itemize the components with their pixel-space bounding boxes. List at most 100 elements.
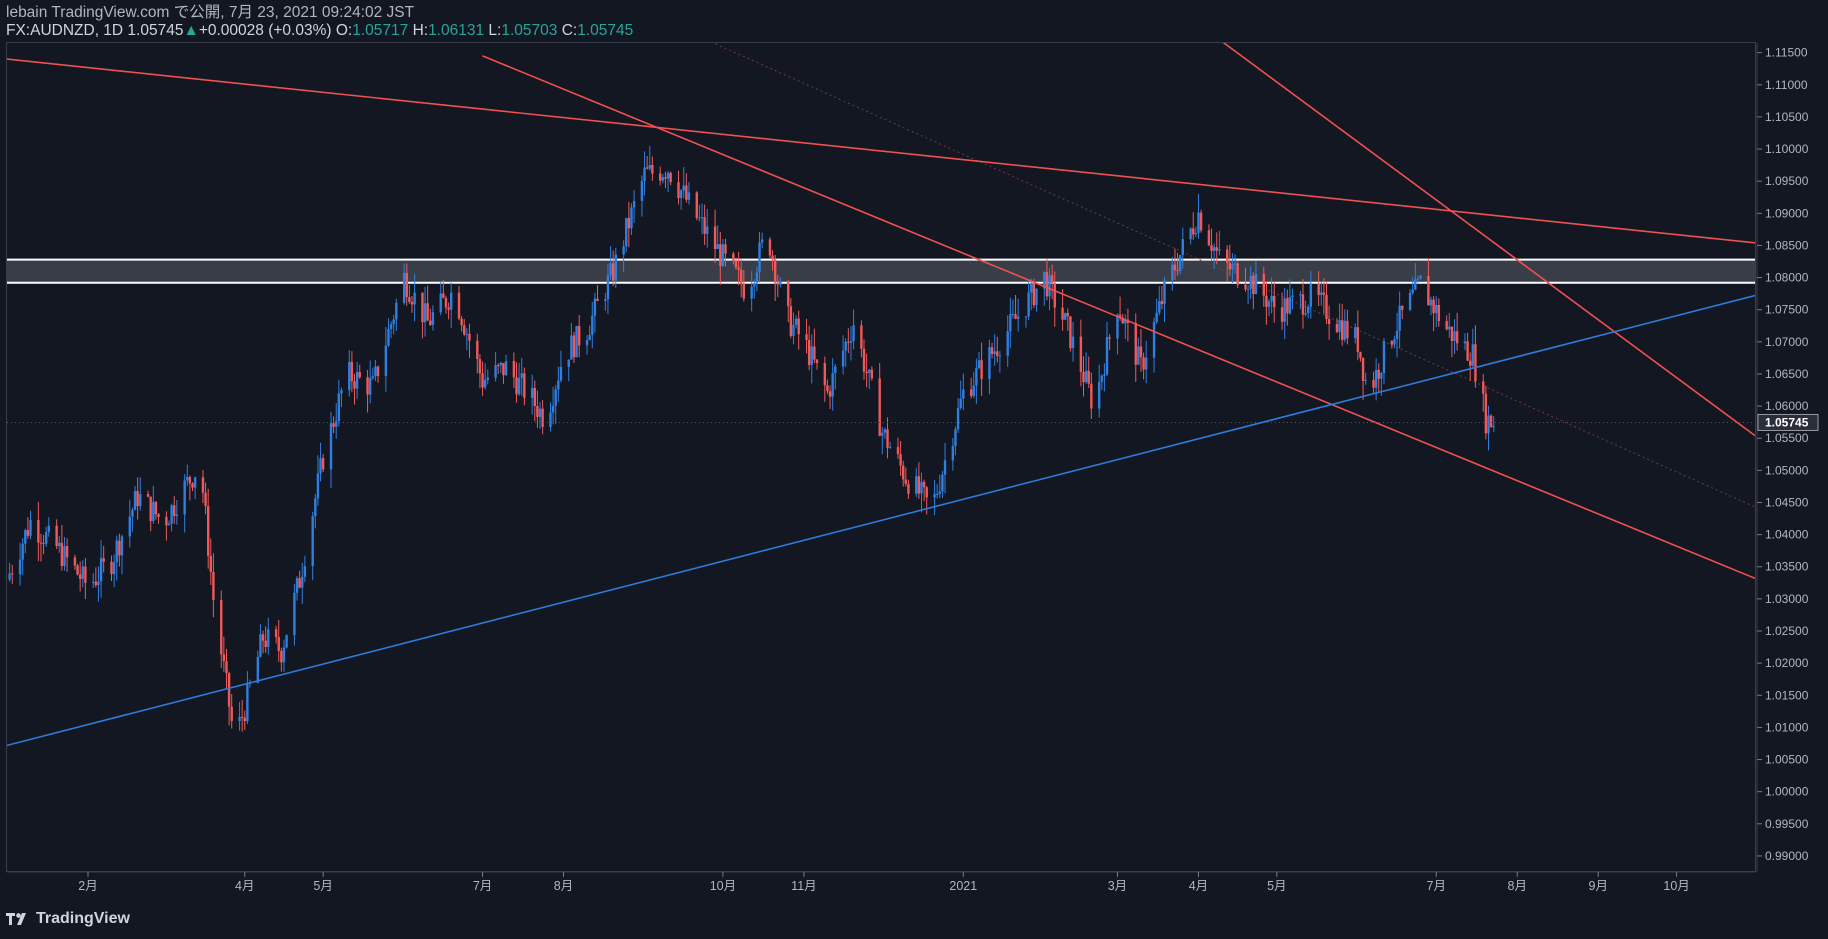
- tradingview-footer[interactable]: TradingView: [6, 910, 130, 928]
- candle-body: [956, 408, 960, 430]
- candle-body: [193, 477, 197, 488]
- candle-body: [719, 244, 722, 266]
- candle-body: [481, 373, 484, 388]
- candle-body: [640, 180, 644, 201]
- candle-body: [389, 324, 393, 329]
- candle-body: [220, 600, 223, 655]
- candle-body: [1030, 283, 1033, 293]
- candle-body: [1082, 371, 1085, 383]
- candle-body: [92, 581, 95, 583]
- candle-body: [408, 297, 411, 302]
- candle-body: [724, 244, 727, 254]
- price-tick-label: 1.06000: [1765, 399, 1809, 413]
- candle-body: [520, 373, 523, 378]
- candle-body: [758, 242, 761, 273]
- candle-body: [1118, 314, 1122, 318]
- candle-body: [862, 348, 866, 372]
- candle-body: [81, 566, 84, 579]
- candle-body: [65, 546, 69, 558]
- candle-body: [1325, 294, 1328, 320]
- candle-body: [63, 546, 66, 567]
- candle-body: [295, 578, 299, 593]
- time-tick-label: 3月: [1108, 879, 1127, 893]
- candle-body: [1463, 341, 1467, 344]
- candle-body: [1427, 275, 1430, 306]
- candle-body: [47, 525, 51, 533]
- candle-body: [609, 263, 612, 276]
- candle-body: [24, 530, 27, 544]
- candle-body: [1453, 331, 1456, 341]
- candle-body: [753, 283, 756, 287]
- price-chart[interactable]: 0.99000 0.99500 1.00000 1.00500 1.01000 1.015…: [0, 0, 1828, 900]
- price-tick-label: 1.08500: [1765, 238, 1809, 252]
- candle-body: [1212, 247, 1216, 251]
- candle-body: [1487, 415, 1490, 434]
- candle-body: [604, 299, 607, 302]
- candle-body: [998, 355, 1002, 357]
- candle-body: [225, 661, 228, 674]
- candle-body: [421, 292, 424, 323]
- candle-body: [797, 318, 800, 335]
- candle-body: [392, 319, 395, 325]
- price-tick-label: 1.03500: [1765, 560, 1809, 574]
- candle-body: [1087, 370, 1090, 384]
- candle-body: [405, 272, 408, 298]
- candle-body: [742, 284, 746, 299]
- candle-body: [938, 491, 941, 494]
- price-tick-label: 1.08000: [1765, 271, 1809, 285]
- candle-body: [632, 200, 636, 208]
- candle-body: [585, 339, 589, 346]
- candle-body: [97, 581, 100, 586]
- candle-body: [348, 361, 351, 391]
- candle-body: [444, 298, 448, 308]
- candle-body: [280, 650, 283, 663]
- candle-body: [1474, 344, 1477, 382]
- candle-body: [596, 298, 599, 302]
- price-tick-label: 1.10000: [1765, 142, 1809, 156]
- candle-body: [888, 447, 892, 449]
- candle-body: [1178, 255, 1182, 272]
- candle-body: [554, 389, 557, 406]
- candle-body: [1414, 279, 1417, 290]
- price-tick-label: 1.07000: [1765, 335, 1809, 349]
- candle-body: [1173, 264, 1177, 271]
- candle-body: [1194, 233, 1198, 235]
- candle-body: [314, 498, 317, 517]
- candle-body: [643, 167, 646, 181]
- candle-body: [183, 480, 186, 515]
- candle-body: [112, 562, 116, 575]
- time-tick-label: 8月: [1508, 879, 1527, 893]
- candle-body: [1484, 393, 1488, 434]
- candle-body: [102, 558, 105, 562]
- candle-body: [1218, 249, 1221, 251]
- candle-body: [1270, 295, 1273, 302]
- candle-body: [371, 376, 374, 379]
- candle-body: [73, 557, 77, 566]
- resistance-zone-fill: [7, 259, 1755, 283]
- price-tick-label: 1.02500: [1765, 624, 1809, 638]
- candle-body: [954, 429, 957, 447]
- candle-body: [896, 447, 900, 455]
- candle-body: [685, 185, 688, 200]
- candle-body: [387, 328, 390, 346]
- time-tick-label: 9月: [1589, 879, 1608, 893]
- candle-body: [329, 423, 333, 470]
- candle-body: [567, 359, 570, 367]
- candle-body: [920, 481, 923, 494]
- candle-body: [611, 263, 615, 281]
- candle-body: [42, 543, 45, 545]
- candle-body: [996, 351, 999, 356]
- candle-body: [267, 629, 270, 648]
- candle-body: [648, 165, 651, 169]
- candle-body: [990, 347, 994, 355]
- candle-body: [1432, 299, 1435, 314]
- candle-body: [1262, 273, 1265, 296]
- candle-body: [332, 423, 335, 427]
- candle-body: [1374, 369, 1378, 388]
- time-tick-label: 2021: [949, 879, 977, 893]
- candle-body: [695, 192, 698, 218]
- candle-body: [1450, 326, 1454, 341]
- candle-body: [768, 239, 772, 256]
- candle-body: [230, 706, 233, 721]
- candle-body: [431, 312, 435, 325]
